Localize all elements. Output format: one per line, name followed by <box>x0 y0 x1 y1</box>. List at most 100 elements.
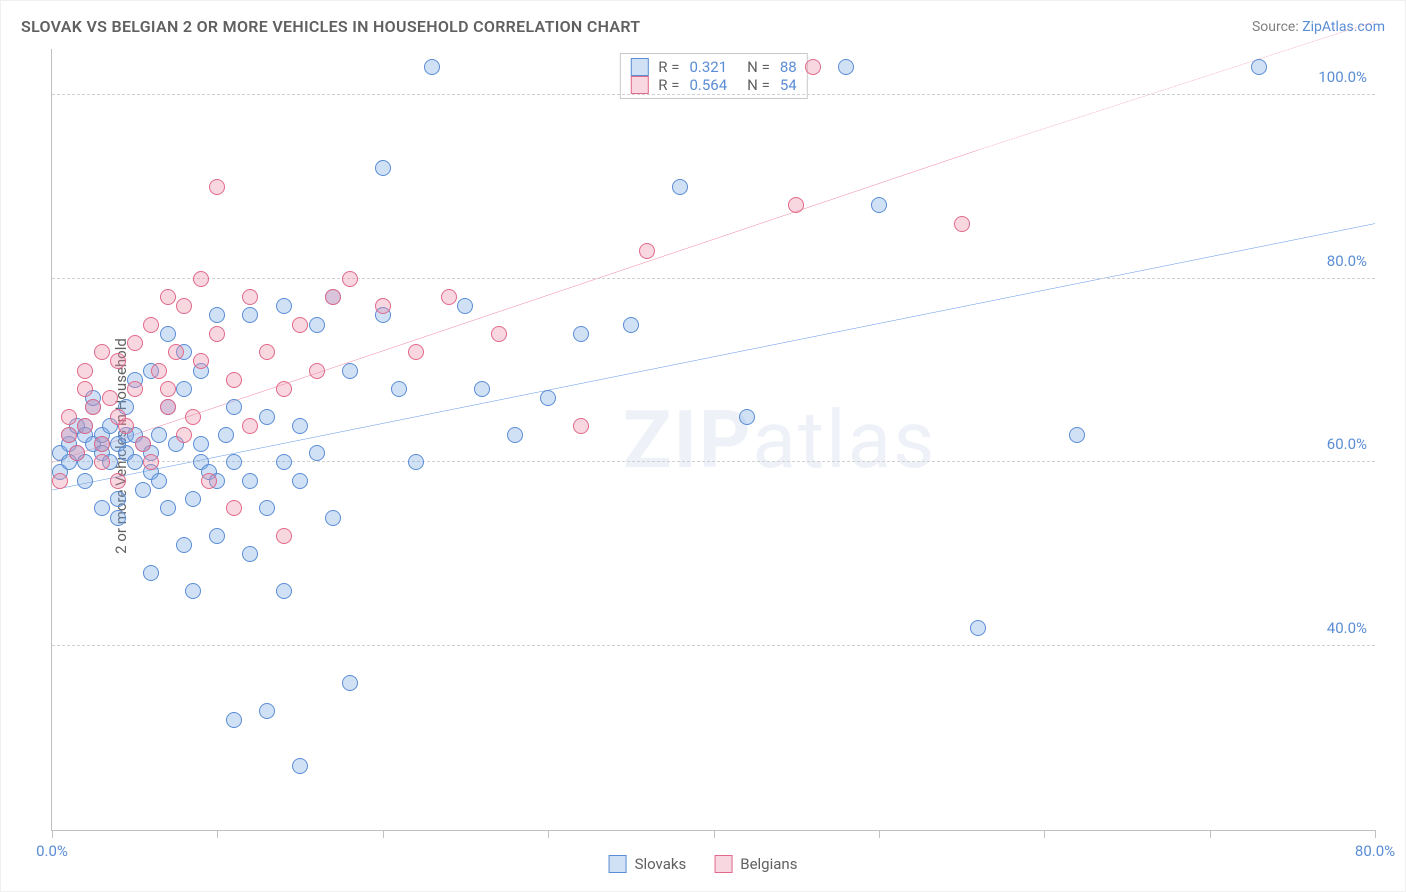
data-point <box>441 289 457 305</box>
data-point <box>226 500 242 516</box>
data-point <box>127 335 143 351</box>
data-point <box>970 620 986 636</box>
legend-label: Belgians <box>740 855 797 873</box>
data-point <box>226 399 242 415</box>
data-point <box>94 436 110 452</box>
data-point <box>491 326 507 342</box>
data-point <box>788 197 804 213</box>
data-point <box>342 363 358 379</box>
data-point <box>342 271 358 287</box>
data-point <box>259 344 275 360</box>
data-point <box>151 427 167 443</box>
series-legend: Slovaks Belgians <box>609 855 798 873</box>
r-label: R = <box>658 58 679 76</box>
data-point <box>408 344 424 360</box>
data-point <box>185 409 201 425</box>
data-point <box>118 418 134 434</box>
data-point <box>226 454 242 470</box>
x-tick <box>52 830 53 838</box>
data-point <box>276 454 292 470</box>
source-link[interactable]: ZipAtlas.com <box>1302 19 1385 35</box>
data-point <box>540 390 556 406</box>
legend-swatch <box>609 855 627 873</box>
data-point <box>193 436 209 452</box>
data-point <box>160 326 176 342</box>
data-point <box>838 59 854 75</box>
data-point <box>110 353 126 369</box>
data-point <box>127 454 143 470</box>
source-prefix: Source: <box>1252 19 1302 35</box>
data-point <box>185 583 201 599</box>
data-point <box>292 418 308 434</box>
data-point <box>85 399 101 415</box>
data-point <box>94 344 110 360</box>
header: SLOVAK VS BELGIAN 2 OR MORE VEHICLES IN … <box>21 17 1385 36</box>
data-point <box>176 298 192 314</box>
data-point <box>77 381 93 397</box>
data-point <box>292 473 308 489</box>
data-point <box>94 454 110 470</box>
legend-item: Slovaks <box>609 855 687 873</box>
x-tick-label: 80.0% <box>1355 842 1395 860</box>
data-point <box>110 510 126 526</box>
data-point <box>457 298 473 314</box>
data-point <box>77 418 93 434</box>
legend-item: Belgians <box>714 855 797 873</box>
data-point <box>375 298 391 314</box>
x-tick <box>1044 830 1045 838</box>
legend-swatch <box>630 76 648 94</box>
r-label: R = <box>658 76 679 94</box>
legend-swatch <box>714 855 732 873</box>
y-tick-label: 60.0% <box>1327 435 1367 453</box>
stats-row: R =0.564N =54 <box>630 76 796 94</box>
data-point <box>259 500 275 516</box>
data-point <box>209 307 225 323</box>
r-value: 0.321 <box>689 58 727 76</box>
data-point <box>168 344 184 360</box>
data-point <box>474 381 490 397</box>
data-point <box>309 317 325 333</box>
data-point <box>193 353 209 369</box>
n-label: N = <box>747 76 770 94</box>
data-point <box>151 363 167 379</box>
data-point <box>623 317 639 333</box>
data-point <box>135 436 151 452</box>
data-point <box>325 289 341 305</box>
n-value: 54 <box>780 76 797 94</box>
gridline <box>52 461 1375 462</box>
data-point <box>193 271 209 287</box>
data-point <box>226 372 242 388</box>
data-point <box>143 454 159 470</box>
data-point <box>242 289 258 305</box>
data-point <box>507 427 523 443</box>
data-point <box>77 473 93 489</box>
data-point <box>160 381 176 397</box>
data-point <box>242 546 258 562</box>
gridline <box>52 278 1375 279</box>
data-point <box>201 473 217 489</box>
data-point <box>259 703 275 719</box>
x-tick <box>1210 830 1211 838</box>
data-point <box>209 326 225 342</box>
data-point <box>52 473 68 489</box>
data-point <box>408 454 424 470</box>
data-point <box>185 491 201 507</box>
source: Source: ZipAtlas.com <box>1252 19 1385 35</box>
data-point <box>209 179 225 195</box>
data-point <box>94 500 110 516</box>
data-point <box>143 565 159 581</box>
data-point <box>739 409 755 425</box>
data-point <box>573 418 589 434</box>
chart-frame: SLOVAK VS BELGIAN 2 OR MORE VEHICLES IN … <box>0 0 1406 892</box>
data-point <box>160 500 176 516</box>
data-point <box>176 381 192 397</box>
data-point <box>276 528 292 544</box>
data-point <box>127 381 143 397</box>
data-point <box>77 363 93 379</box>
y-tick-label: 100.0% <box>1318 68 1367 86</box>
data-point <box>276 381 292 397</box>
data-point <box>151 473 167 489</box>
data-point <box>1069 427 1085 443</box>
data-point <box>391 381 407 397</box>
data-point <box>954 216 970 232</box>
